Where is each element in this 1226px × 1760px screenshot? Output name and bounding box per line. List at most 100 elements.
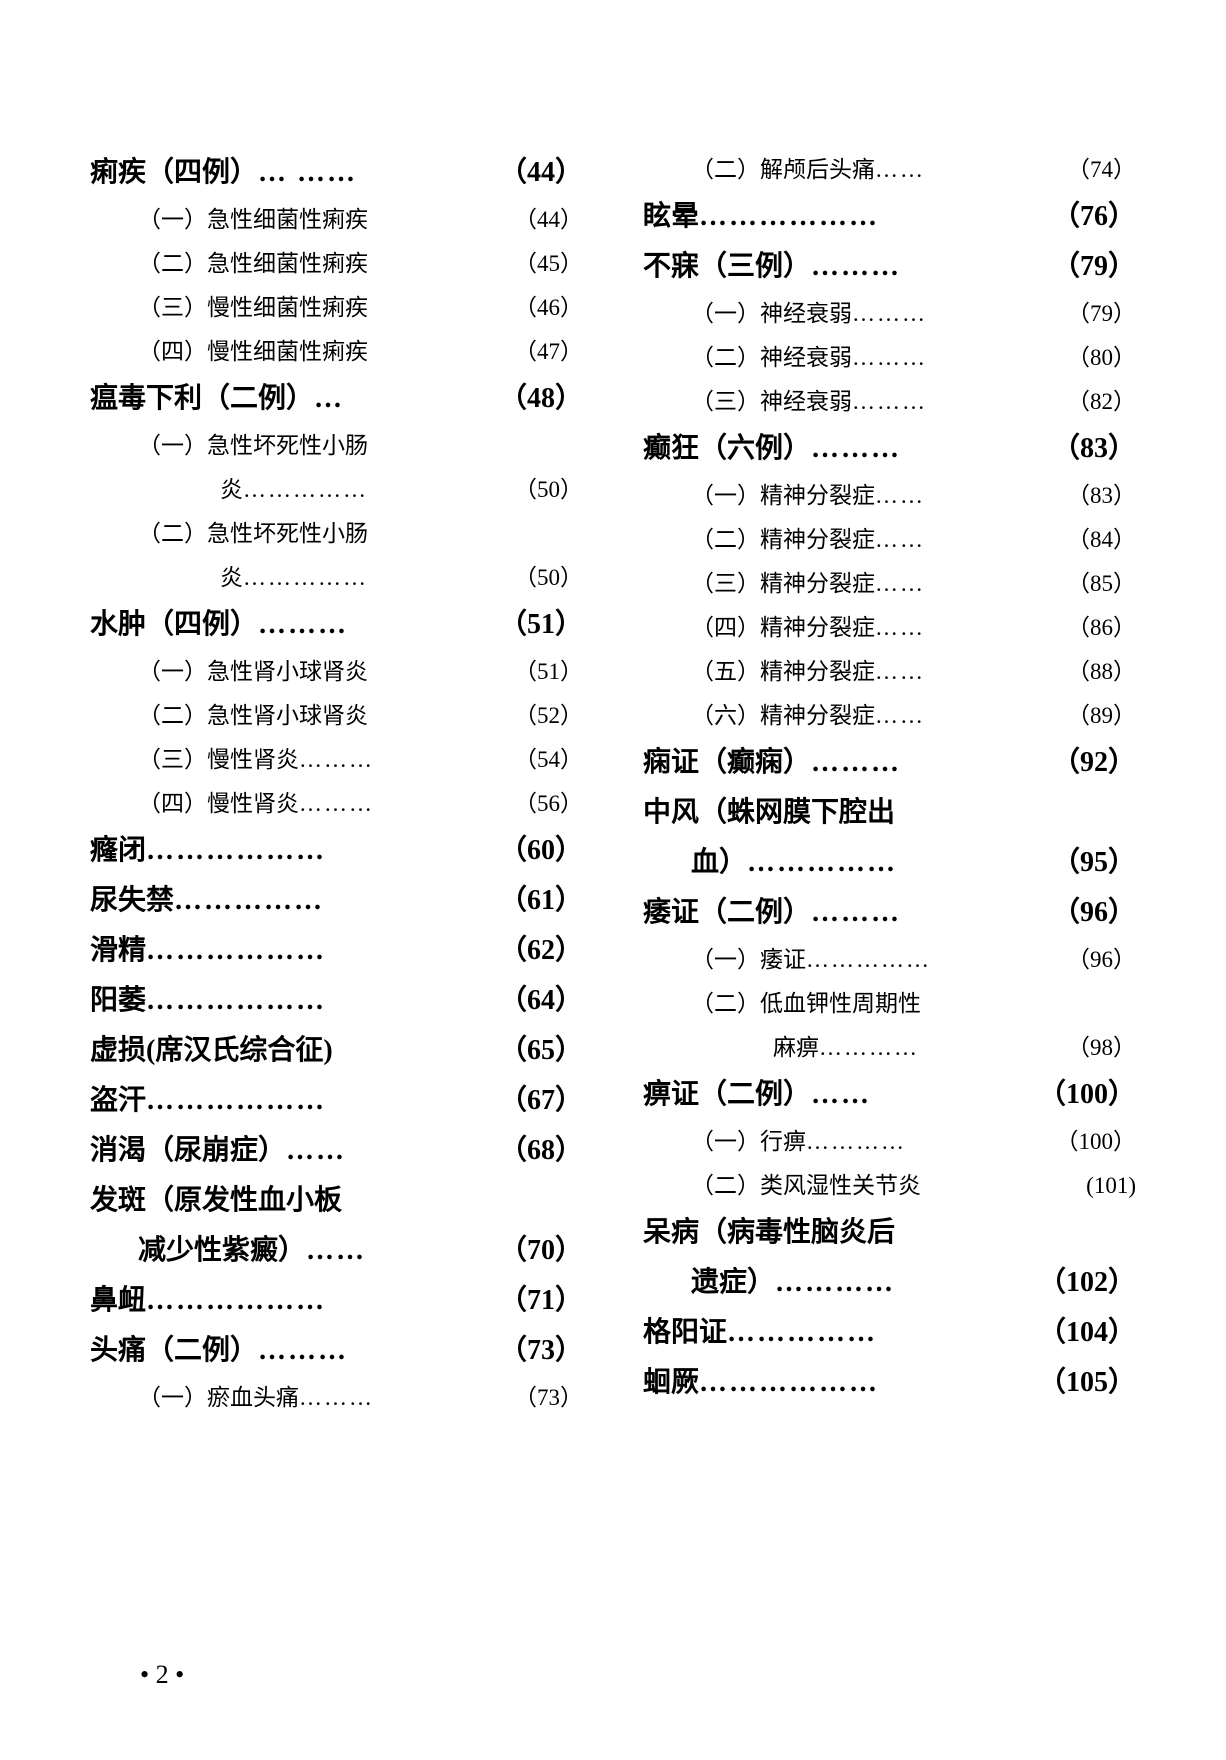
toc-entry: （一）瘀血头痛………（73） (90, 1378, 583, 1412)
entry-title: （三）慢性细菌性痢疾 (138, 288, 368, 322)
entry-title: （一）精神分裂症 (691, 476, 875, 510)
entry-dots: ………… (806, 1129, 1056, 1155)
entry-title: 发斑（原发性血小板 (90, 1178, 342, 1218)
entry-page: （73） (514, 1378, 583, 1412)
left-column: 痢疾（四例）… ……（44）（一）急性细菌性痢疾 （44）（二）急性细菌性痢疾 … (90, 150, 583, 1422)
entry-title: （一）痿证 (691, 940, 806, 974)
entry-title: （二）精神分裂症 (691, 520, 875, 554)
entry-dots: … (314, 383, 499, 415)
entry-page: （44） (514, 200, 583, 234)
entry-dots: …………… (243, 565, 514, 591)
entry-page: （105） (1038, 1360, 1136, 1400)
toc-entry: （六）精神分裂症……（89） (643, 696, 1136, 730)
page-container: 痢疾（四例）… ……（44）（一）急性细菌性痢疾 （44）（二）急性细菌性痢疾 … (0, 0, 1226, 1760)
toc-entry: 中风（蛛网膜下腔出 (643, 790, 1136, 830)
right-column: （二）解颅后头痛……（74）眩晕………………（76）不寐（三例）………（79）（… (643, 150, 1136, 1422)
entry-title: （三）慢性肾炎 (138, 740, 299, 774)
entry-page: （45） (514, 244, 583, 278)
entry-page: （80） (1067, 338, 1136, 372)
toc-entry: 痹证（二例）……（100） (643, 1072, 1136, 1112)
entry-dots: …………… (243, 477, 514, 503)
entry-page: （98） (1067, 1028, 1136, 1062)
toc-entry: （一）痿证……………（96） (643, 940, 1136, 974)
toc-entry: 尿失禁……………（61） (90, 878, 583, 918)
toc-entry: （三）神经衰弱………（82） (643, 382, 1136, 416)
entry-dots: …… (875, 571, 1067, 597)
entry-page: （51） (514, 652, 583, 686)
entry-page: （68） (499, 1128, 583, 1168)
toc-entry: （四）精神分裂症……（86） (643, 608, 1136, 642)
entry-page: （73） (499, 1328, 583, 1368)
entry-page: （100） (1056, 1122, 1137, 1156)
toc-entry: 滑精………………（62） (90, 928, 583, 968)
entry-page: （84） (1067, 520, 1136, 554)
entry-title: （二）低血钾性周期性 (691, 984, 921, 1018)
entry-title: 虚损(席汉氏综合征) (90, 1028, 333, 1068)
entry-title: 痢疾（四例） (90, 150, 258, 190)
toc-entry: （三）慢性细菌性痢疾 （46） (90, 288, 583, 322)
entry-page: （54） (514, 740, 583, 774)
entry-title: 蛔厥 (643, 1360, 699, 1400)
toc-entry: 炎……………（50） (90, 558, 583, 592)
entry-dots: …… (875, 615, 1067, 641)
entry-dots: ……………… (699, 1367, 1038, 1399)
entry-page: （89） (1067, 696, 1136, 730)
entry-page: （83） (1067, 476, 1136, 510)
entry-title: （一）急性坏死性小肠 (138, 426, 368, 460)
entry-title: 减少性紫癜） (138, 1228, 306, 1268)
entry-dots: ……… (258, 609, 499, 641)
entry-page: （50） (514, 470, 583, 504)
entry-page: （92） (1052, 740, 1136, 780)
entry-title: 眩晕 (643, 194, 699, 234)
toc-entry: 痢疾（四例）… ……（44） (90, 150, 583, 190)
toc-entry: 阳萎………………（64） (90, 978, 583, 1018)
entry-dots: …………… (174, 885, 499, 917)
entry-page: （64） (499, 978, 583, 1018)
entry-page: （44） (499, 150, 583, 190)
toc-entry: 遗症）…………（102） (643, 1260, 1136, 1300)
entry-page: （71） (499, 1278, 583, 1318)
entry-page: （62） (499, 928, 583, 968)
toc-entry: （二）精神分裂症……（84） (643, 520, 1136, 554)
entry-title: 炎 (220, 558, 243, 592)
entry-title: （三）精神分裂症 (691, 564, 875, 598)
entry-title: 头痛（二例） (90, 1328, 258, 1368)
toc-entry: （二）神经衰弱………（80） (643, 338, 1136, 372)
toc-entry: 痿证（二例）………（96） (643, 890, 1136, 930)
entry-dots: …… (875, 527, 1067, 553)
entry-page: （74） (1067, 150, 1136, 184)
entry-title: （二）解颅后头痛 (691, 150, 875, 184)
entry-page: （65） (499, 1028, 583, 1068)
toc-entry: （一）急性细菌性痢疾 （44） (90, 200, 583, 234)
toc-entry: （二）解颅后头痛……（74） (643, 150, 1136, 184)
entry-page: （50） (514, 558, 583, 592)
entry-title: （六）精神分裂症 (691, 696, 875, 730)
entry-title: （一）神经衰弱 (691, 294, 852, 328)
toc-entry: （四）慢性肾炎………（56） (90, 784, 583, 818)
entry-title: 鼻衄 (90, 1278, 146, 1318)
entry-dots: ……… (299, 791, 514, 817)
entry-title: 麻痹 (773, 1028, 819, 1062)
page-number: • 2 • (140, 1660, 184, 1690)
entry-title: （一）急性细菌性痢疾 (138, 200, 368, 234)
entry-title: 瘟毒下利（二例） (90, 376, 314, 416)
toc-entry: （一）神经衰弱………（79） (643, 294, 1136, 328)
entry-dots: ……………… (146, 935, 499, 967)
entry-dots: …………… (747, 847, 1052, 879)
entry-page: （60） (499, 828, 583, 868)
entry-title: （五）精神分裂症 (691, 652, 875, 686)
toc-entry: 水肿（四例）………（51） (90, 602, 583, 642)
entry-dots: ……… (299, 747, 514, 773)
entry-dots: ……… (852, 345, 1067, 371)
entry-page: （70） (499, 1228, 583, 1268)
entry-page: （56） (514, 784, 583, 818)
toc-entry: （一）急性肾小球肾炎 （51） (90, 652, 583, 686)
entry-page: （96） (1067, 940, 1136, 974)
toc-entry: （一）急性坏死性小肠 (90, 426, 583, 460)
entry-dots: ……… (811, 251, 1052, 283)
entry-title: （一）急性肾小球肾炎 (138, 652, 368, 686)
entry-page: （82） (1067, 382, 1136, 416)
toc-entry: 格阳证……………（104） (643, 1310, 1136, 1350)
toc-entry: （四）慢性细菌性痢疾 （47） (90, 332, 583, 366)
entry-dots: …… (875, 483, 1067, 509)
